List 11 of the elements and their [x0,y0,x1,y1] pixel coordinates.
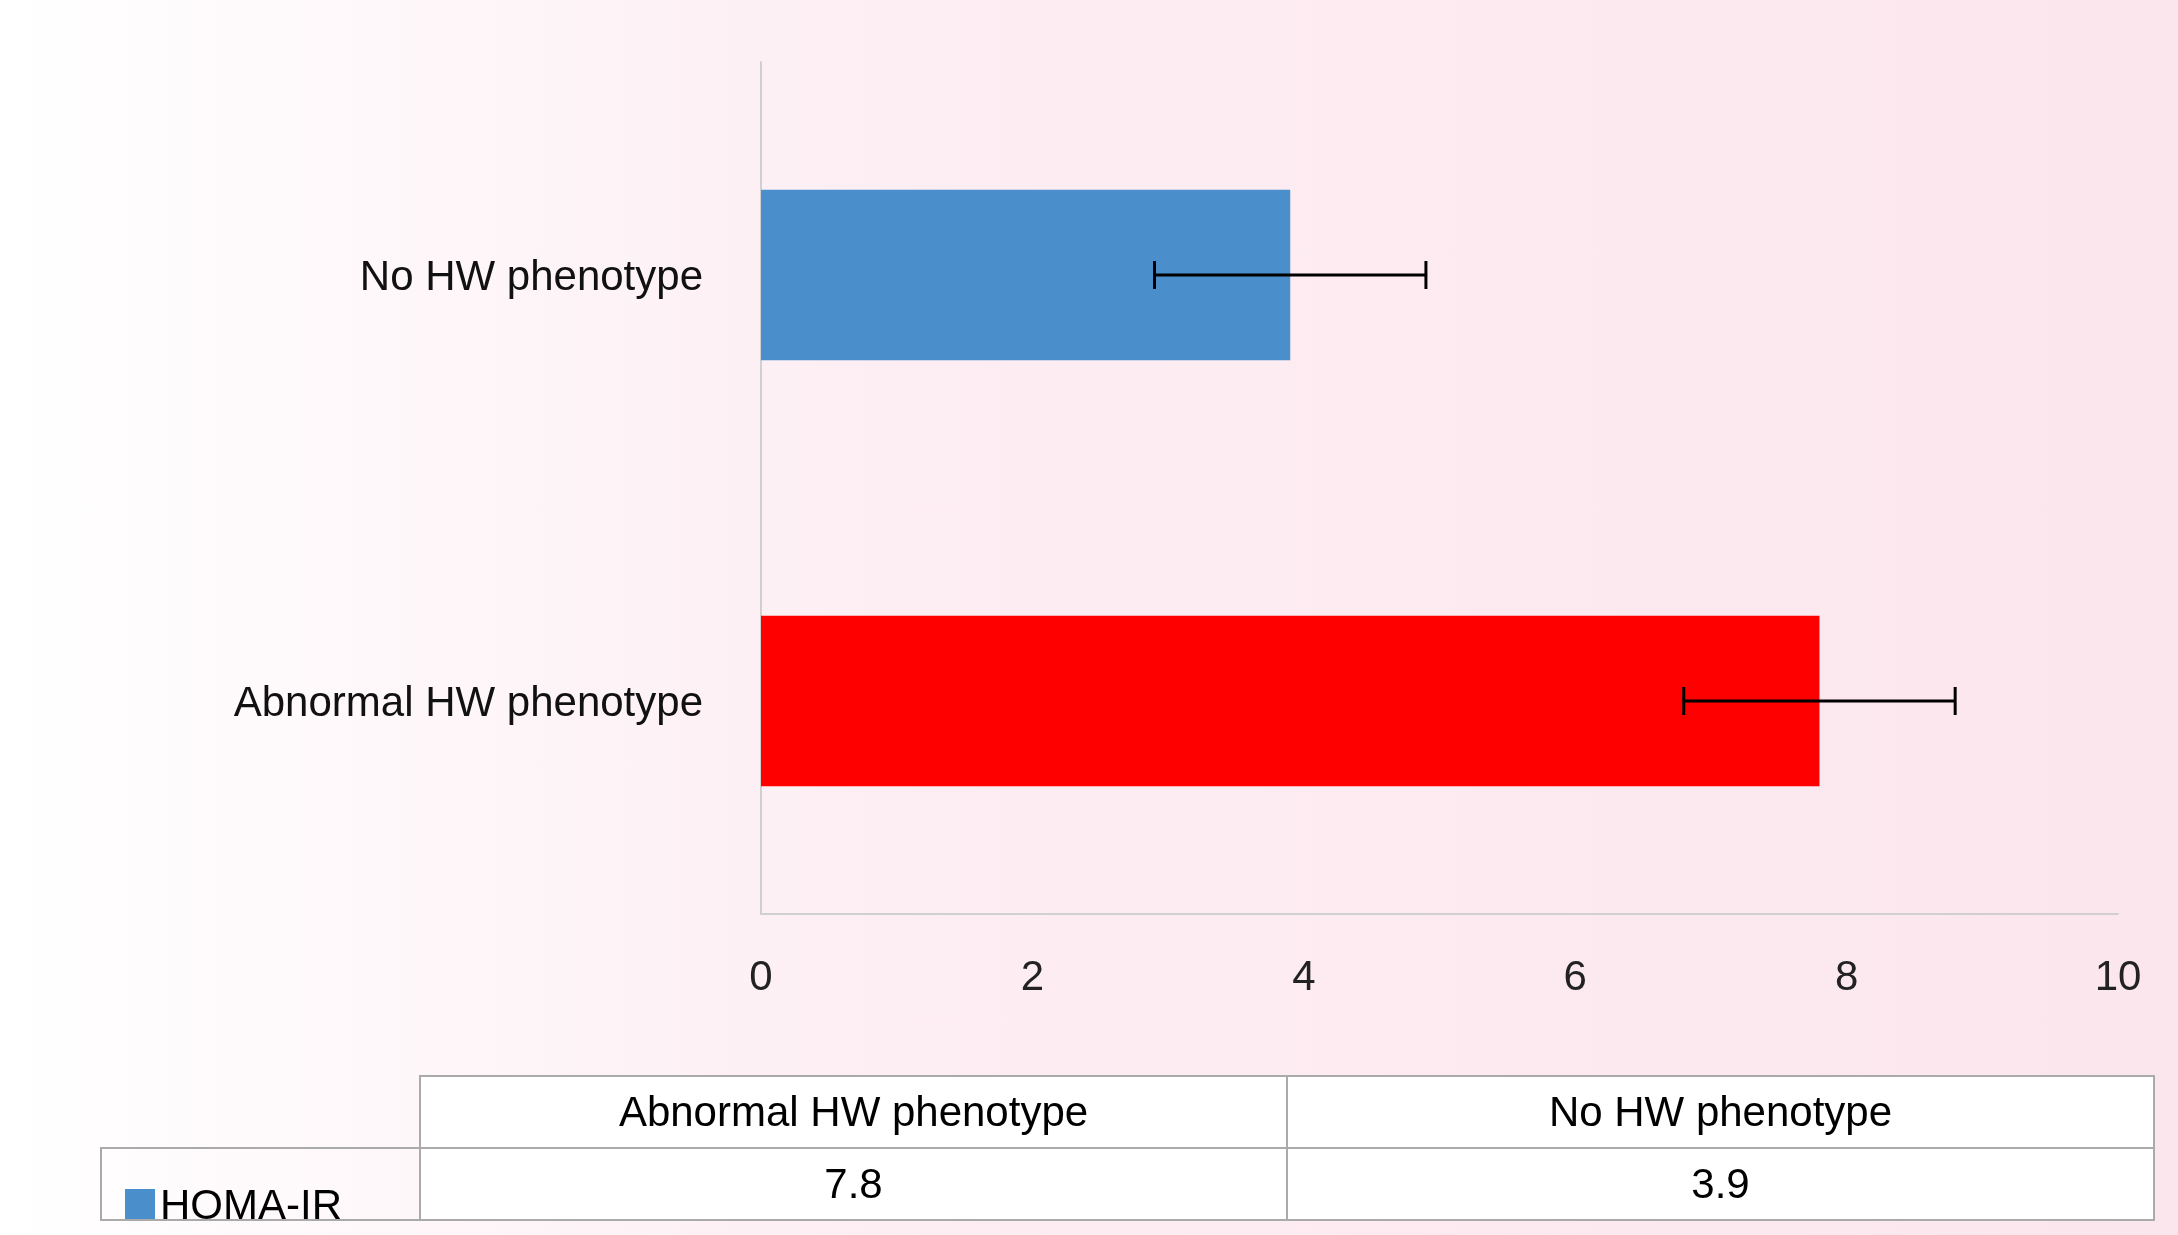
x-tick-label: 8 [1834,951,1859,999]
category-label: Abnormal HW phenotype [618,1088,1089,1135]
text: 7.8 [420,1148,1287,1220]
text: 3.9 [1287,1148,2154,1220]
legend-label: HOMA-IR [160,1180,342,1228]
x-tick-label: 10 [2094,951,2142,999]
x-tick-label: 0 [749,951,773,999]
category-label: No HW phenotype [1548,1088,1893,1135]
x-tick-label: 2 [1020,951,1045,999]
x-tick-label: 6 [1563,951,1587,999]
x-tick-label: 4 [1292,951,1316,999]
